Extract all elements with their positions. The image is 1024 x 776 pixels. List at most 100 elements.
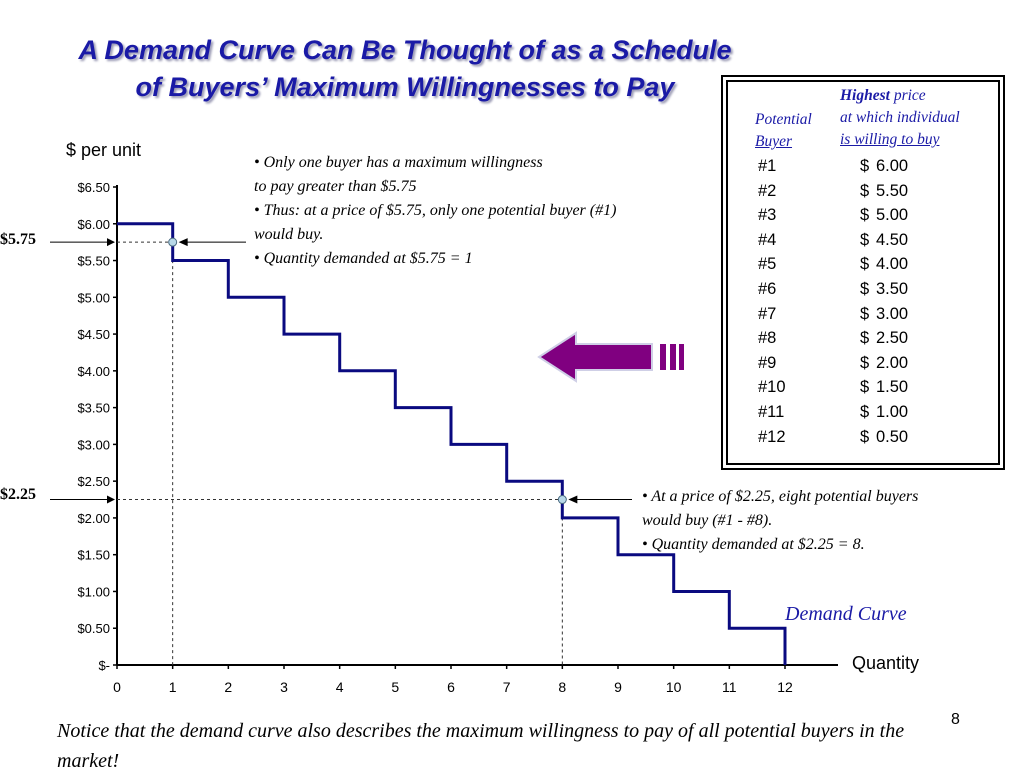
price-cell: 3.00: [876, 304, 909, 323]
price-pointer-arrowhead: [107, 238, 115, 247]
y-tick-label: $3.50: [77, 401, 110, 416]
y-tick-label: $3.00: [77, 437, 110, 452]
buyer-cell: #8: [758, 329, 777, 348]
table-header-buyer: Potential Buyer: [755, 109, 812, 153]
header-price-line3: is willing to buy: [840, 131, 940, 148]
annotation-arrowhead: [568, 495, 578, 504]
table-row: #1 $6.00: [758, 157, 998, 182]
table-row: #6 $3.50: [758, 280, 998, 305]
annotation-top-line: • Thus: at a price of $5.75, only one po…: [254, 202, 617, 219]
demand-curve-line: [117, 222, 787, 665]
annotation-top-line: would buy.: [254, 226, 324, 243]
price-cell: 3.50: [876, 279, 909, 298]
annotation-top: • Only one buyer has a maximum willingne…: [254, 151, 616, 271]
header-price-rest: price: [893, 87, 926, 104]
buyer-price-table: Potential Buyer Highest price at which i…: [721, 75, 1005, 470]
buyer-cell: #1: [758, 157, 777, 175]
title-line-2: of Buyers’ Maximum Willingnesses to Pay: [135, 72, 675, 102]
currency-cell: $: [860, 402, 870, 421]
y-tick-label: $5.00: [77, 290, 110, 305]
purple-arrow-bar-icon: [679, 344, 684, 370]
x-tick-label: 0: [113, 679, 121, 695]
annotation-top-line: • Only one buyer has a maximum willingne…: [254, 154, 543, 171]
y-tick-label: $5.50: [77, 254, 110, 269]
price-cell: 1.00: [876, 402, 909, 421]
table-row: #7 $3.00: [758, 305, 998, 330]
price-cell: 1.50: [876, 378, 909, 397]
x-tick-label: 7: [503, 679, 511, 695]
annotation-bottom-line: would buy (#1 - #8).: [642, 512, 773, 529]
y-tick-label: $2.00: [77, 511, 110, 526]
price-cell: 0.50: [876, 427, 909, 446]
table-row: #8 $2.50: [758, 329, 998, 354]
y-tick-label: $6.00: [77, 217, 110, 232]
header-price-line2: at which individual: [840, 109, 960, 126]
x-tick-label: 5: [391, 679, 399, 695]
buyer-cell: #12: [758, 427, 786, 446]
table-row: #5 $4.00: [758, 255, 998, 280]
footnote: Notice that the demand curve also descri…: [57, 720, 905, 772]
price-cell: 5.50: [876, 181, 909, 200]
x-tick-label: 1: [169, 679, 177, 695]
buyer-cell: #7: [758, 304, 777, 323]
annotation-bottom-line: • At a price of $2.25, eight potential b…: [642, 488, 919, 505]
buyer-cell: #4: [758, 230, 777, 249]
purple-arrow-bar-icon: [660, 344, 666, 370]
price-cell: 2.00: [876, 353, 909, 372]
currency-cell: $: [860, 181, 870, 200]
price-cell: 4.50: [876, 230, 909, 249]
x-tick-label: 11: [722, 679, 737, 695]
x-tick-label: 6: [447, 679, 455, 695]
price-pointer-arrowhead: [107, 495, 115, 504]
price-cell: 5.00: [876, 206, 909, 225]
x-tick-label: 3: [280, 679, 288, 695]
currency-cell: $: [860, 329, 870, 348]
slide-title: A Demand Curve Can Be Thought of as a Sc…: [0, 32, 810, 106]
x-axis-label: Quantity: [852, 653, 920, 673]
purple-arrow-icon: [537, 331, 653, 383]
y-tick-label: $1.00: [77, 584, 110, 599]
price-marker-low: $2.25: [0, 486, 36, 503]
header-price-bold: Highest: [840, 87, 890, 104]
y-tick-label: $6.50: [77, 180, 110, 195]
currency-cell: $: [860, 378, 870, 397]
table-row: #2 $5.50: [758, 182, 998, 207]
x-tick-label: 10: [666, 679, 682, 695]
currency-cell: $: [860, 230, 870, 249]
highlight-point: [168, 237, 178, 247]
y-tick-label: $1.50: [77, 548, 110, 563]
currency-cell: $: [860, 157, 870, 175]
table-body: #1 $6.00 #2 $5.50 #3 $5.00 #4 $4.50 #5 $4.00 …: [758, 157, 998, 452]
buyer-cell: #10: [758, 378, 786, 397]
table-row: #9 $2.00: [758, 354, 998, 379]
annotation-bottom-line: • Quantity demanded at $2.25 = 8.: [642, 536, 865, 553]
x-tick-label: 8: [558, 679, 566, 695]
annotation-top-line: to pay greater than $5.75: [254, 178, 417, 195]
table-header-price: Highest price at which individual is wil…: [840, 85, 960, 151]
currency-cell: $: [860, 206, 870, 225]
table-row: #12 $0.50: [758, 428, 998, 453]
header-buyer-line2: Buyer: [755, 133, 793, 150]
price-cell: 2.50: [876, 329, 909, 348]
x-tick-label: 12: [777, 679, 793, 695]
demand-curve-label: Demand Curve: [785, 603, 907, 625]
buyer-cell: #9: [758, 353, 777, 372]
table-row: #4 $4.50: [758, 231, 998, 256]
currency-cell: $: [860, 353, 870, 372]
y-tick-label: $4.00: [77, 364, 110, 379]
purple-arrow-bar-icon: [670, 344, 676, 370]
x-tick-label: 9: [614, 679, 622, 695]
y-tick-label: $4.50: [77, 327, 110, 342]
x-tick-label: 4: [336, 679, 344, 695]
y-tick-label: $-: [98, 658, 110, 673]
table-row: #3 $5.00: [758, 206, 998, 231]
x-tick-label: 2: [224, 679, 232, 695]
buyer-cell: #2: [758, 181, 777, 200]
buyer-cell: #6: [758, 279, 777, 298]
y-tick-label: $2.50: [77, 474, 110, 489]
currency-cell: $: [860, 255, 870, 274]
annotation-top-line: • Quantity demanded at $5.75 = 1: [254, 250, 473, 267]
price-cell: 4.00: [876, 255, 909, 274]
title-line-1: A Demand Curve Can Be Thought of as a Sc…: [78, 35, 732, 65]
